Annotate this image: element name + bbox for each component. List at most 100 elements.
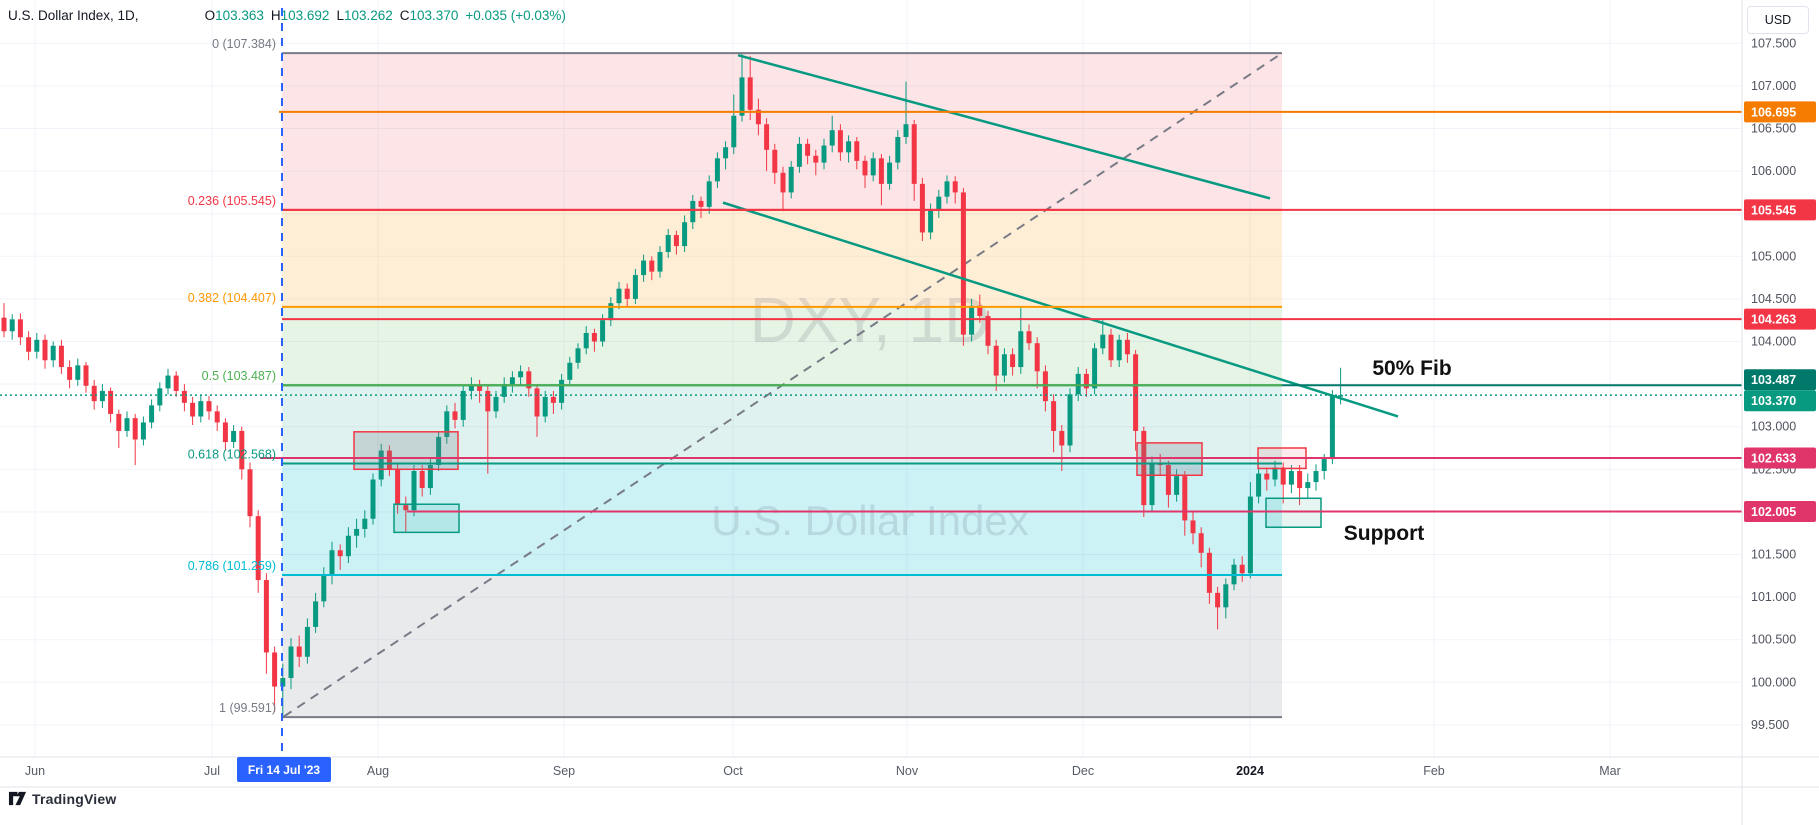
symbol-legend[interactable]: U.S. Dollar Index, 1D, O103.363 H103.692 L1… <box>8 8 566 23</box>
candlestick <box>124 418 130 431</box>
candlestick <box>911 124 917 184</box>
candlestick <box>1182 476 1188 521</box>
candlestick <box>518 371 524 378</box>
candlestick <box>1010 354 1016 368</box>
candlestick <box>17 319 23 338</box>
trendline[interactable] <box>737 54 1271 200</box>
ohlc-value: 103.262 <box>343 8 393 23</box>
candlestick <box>419 471 425 489</box>
candlestick <box>1116 339 1122 361</box>
candlestick <box>329 550 335 576</box>
candlestick <box>846 141 852 153</box>
candlestick <box>1215 592 1221 608</box>
candlestick <box>1001 354 1007 376</box>
candlestick <box>34 339 40 352</box>
candlestick <box>1067 394 1073 446</box>
candlestick <box>747 77 753 110</box>
candlestick <box>1165 465 1171 495</box>
candlestick <box>460 390 466 420</box>
ohlc-key: O <box>204 8 216 23</box>
candlestick <box>272 652 278 687</box>
candlestick <box>304 626 310 657</box>
candlestick <box>181 390 187 403</box>
candlestick <box>288 646 294 679</box>
candlestick <box>198 401 204 417</box>
candlestick <box>477 385 483 391</box>
fib-level-label: 1 (99.591) <box>219 701 276 715</box>
date-axis-badge: Fri 14 Jul '23 <box>237 757 331 782</box>
candlestick <box>608 303 614 321</box>
candlestick <box>427 465 433 489</box>
fib-level-label: 0.236 (105.545) <box>188 194 276 208</box>
price-zone-box[interactable] <box>393 503 460 534</box>
footer-area <box>0 787 1819 825</box>
candlestick <box>1108 334 1114 361</box>
trendline[interactable] <box>722 201 1399 418</box>
candlestick <box>132 418 138 440</box>
candlestick <box>493 396 499 412</box>
candlestick <box>960 192 966 335</box>
price-axis-label: 104.000 <box>1751 335 1796 349</box>
candlestick <box>887 162 893 184</box>
candlestick <box>1288 471 1294 485</box>
price-axis-label: 103.000 <box>1751 420 1796 434</box>
candlestick <box>395 469 401 506</box>
candlestick <box>99 390 105 402</box>
candlestick <box>1247 496 1253 574</box>
price-axis-badge <box>1744 390 1816 412</box>
candlestick <box>780 172 786 193</box>
candlestick <box>928 209 934 233</box>
candlestick <box>805 143 811 156</box>
candlestick <box>895 137 901 163</box>
candlestick <box>116 413 122 431</box>
candlestick <box>1026 331 1032 344</box>
candlestick <box>624 288 630 299</box>
candlestick <box>1149 462 1155 506</box>
candlestick <box>788 166 794 193</box>
candlestick <box>878 158 884 184</box>
candlestick <box>993 345 999 376</box>
ohlc-key: L <box>336 8 344 23</box>
candlestick <box>870 158 876 176</box>
price-axis-badge <box>1744 447 1816 469</box>
candlestick <box>829 130 835 146</box>
symbol-title: U.S. Dollar Index, 1D, <box>8 8 139 23</box>
candlestick <box>1223 584 1229 608</box>
candlestick <box>1034 343 1040 372</box>
candlestick <box>280 678 286 687</box>
candlestick <box>509 377 515 385</box>
tradingview-logo-text: TradingView <box>32 790 117 807</box>
price-axis-label: 99.500 <box>1751 718 1789 732</box>
candlestick <box>313 601 319 627</box>
candlestick <box>1264 473 1270 480</box>
price-zone-box[interactable] <box>1265 497 1322 528</box>
candlestick <box>731 115 737 148</box>
fib-band <box>282 463 1282 576</box>
candlestick <box>952 181 958 193</box>
ohlc-value: 103.692 <box>280 8 330 23</box>
currency-unit-button[interactable]: USD <box>1747 6 1809 34</box>
price-axis-badge <box>1744 500 1816 522</box>
tradingview-logo[interactable]: TradingView <box>8 789 116 808</box>
candlestick <box>1133 354 1139 431</box>
candlestick <box>616 288 622 304</box>
candlestick <box>796 143 802 167</box>
date-axis-badge-label: Fri 14 Jul '23 <box>247 762 321 777</box>
candlestick <box>690 200 696 223</box>
candlestick <box>190 402 196 417</box>
time-axis-label: Nov <box>896 764 919 778</box>
candlestick <box>837 130 843 153</box>
candlestick <box>1075 373 1081 395</box>
price-axis-label: 100.000 <box>1751 675 1796 689</box>
price-zone-box[interactable] <box>1136 442 1203 477</box>
candlestick <box>91 385 97 402</box>
candlestick <box>501 384 507 397</box>
candlestick <box>231 430 237 443</box>
price-axis-badge-label: 105.545 <box>1751 203 1796 217</box>
candlestick <box>862 160 868 176</box>
price-axis-panel[interactable] <box>1742 0 1819 825</box>
candlestick <box>140 422 146 440</box>
price-axis-label: 106.500 <box>1751 122 1796 136</box>
time-axis-label: 2024 <box>1236 764 1264 778</box>
